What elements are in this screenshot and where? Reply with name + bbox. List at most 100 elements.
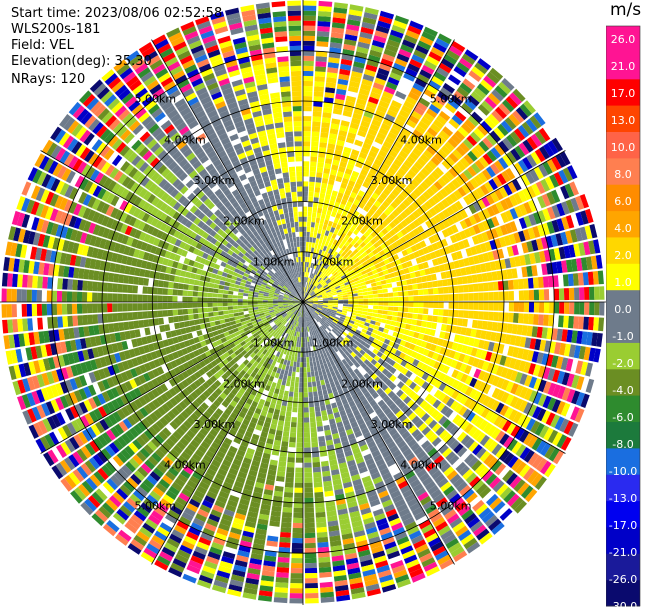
velocity-gate xyxy=(491,110,504,123)
velocity-gate xyxy=(340,274,347,280)
velocity-gate xyxy=(561,372,570,386)
velocity-gate xyxy=(478,156,489,168)
velocity-gate xyxy=(459,209,468,219)
velocity-gate xyxy=(283,426,290,432)
velocity-gate xyxy=(545,235,554,248)
velocity-gate xyxy=(331,190,338,197)
velocity-gate xyxy=(491,364,499,375)
velocity-gate xyxy=(357,292,363,296)
velocity-gate xyxy=(435,191,445,201)
velocity-gate xyxy=(313,391,318,397)
velocity-gate xyxy=(469,377,478,388)
velocity-gate xyxy=(368,275,375,280)
velocity-gate xyxy=(298,397,303,403)
velocity-gate xyxy=(343,269,350,275)
velocity-gate xyxy=(533,112,546,126)
velocity-gate xyxy=(361,314,367,319)
velocity-gate xyxy=(430,123,441,134)
velocity-gate xyxy=(320,405,326,412)
velocity-gate xyxy=(352,307,358,311)
velocity-gate xyxy=(378,127,389,136)
velocity-gate xyxy=(318,441,326,447)
velocity-gate xyxy=(383,158,393,167)
velocity-gate xyxy=(487,251,495,261)
velocity-gate xyxy=(465,266,472,275)
velocity-gate xyxy=(303,65,314,72)
velocity-gate xyxy=(214,320,221,326)
velocity-gate xyxy=(406,119,417,129)
velocity-gate xyxy=(296,442,303,448)
velocity-gate xyxy=(467,284,474,293)
velocity-gate xyxy=(356,46,369,54)
velocity-gate xyxy=(369,245,376,252)
velocity-gate xyxy=(450,359,458,369)
velocity-gate xyxy=(343,205,351,213)
velocity-gate xyxy=(429,329,436,337)
velocity-gate xyxy=(402,199,411,208)
velocity-gate xyxy=(309,166,317,172)
velocity-gate xyxy=(325,270,330,276)
velocity-gate xyxy=(349,320,355,325)
velocity-gate xyxy=(422,282,428,289)
velocity-gate xyxy=(398,296,404,302)
velocity-gate xyxy=(518,302,525,312)
velocity-gate xyxy=(587,271,594,285)
velocity-gate xyxy=(577,272,584,286)
velocity-gate xyxy=(303,191,308,197)
velocity-gate xyxy=(304,512,315,519)
velocity-gate xyxy=(313,96,323,102)
velocity-gate xyxy=(359,31,373,40)
velocity-gate xyxy=(468,70,482,82)
velocity-gate xyxy=(382,175,391,184)
velocity-gate xyxy=(329,47,342,54)
velocity-gate xyxy=(526,185,537,199)
velocity-gate xyxy=(489,67,504,81)
velocity-gate xyxy=(295,377,300,383)
velocity-gate xyxy=(407,137,417,147)
velocity-gate xyxy=(361,78,373,87)
velocity-gate xyxy=(307,299,313,302)
velocity-gate xyxy=(398,202,407,211)
velocity-gate xyxy=(333,300,339,302)
velocity-gate xyxy=(297,422,303,428)
velocity-gate xyxy=(332,308,338,311)
velocity-gate xyxy=(506,246,514,257)
velocity-gate xyxy=(415,353,423,361)
velocity-gate xyxy=(317,16,331,22)
velocity-gate xyxy=(462,239,470,248)
velocity-gate xyxy=(323,235,328,241)
velocity-gate xyxy=(304,452,312,458)
velocity-gate xyxy=(558,288,565,301)
velocity-gate xyxy=(343,253,349,260)
velocity-gate xyxy=(561,201,570,215)
velocity-gate xyxy=(311,126,321,132)
velocity-gate xyxy=(323,299,329,301)
velocity-gate xyxy=(327,304,333,307)
velocity-gate xyxy=(383,338,391,345)
velocity-gate xyxy=(566,389,576,403)
velocity-gate xyxy=(550,189,561,203)
velocity-gate xyxy=(309,401,314,408)
velocity-gate xyxy=(316,41,329,47)
velocity-gate xyxy=(303,151,310,157)
velocity-gate xyxy=(388,104,400,114)
velocity-gate xyxy=(412,359,420,367)
velocity-gate xyxy=(313,287,318,292)
velocity-gate xyxy=(343,299,349,302)
velocity-gate xyxy=(378,15,393,25)
velocity-gate xyxy=(448,152,459,163)
velocity-gate xyxy=(313,106,323,112)
velocity-gate xyxy=(344,234,350,241)
velocity-gate xyxy=(430,184,439,194)
velocity-gate xyxy=(303,292,304,297)
velocity-gate xyxy=(404,341,411,349)
velocity-gate xyxy=(313,302,319,304)
velocity-gate xyxy=(291,558,303,564)
velocity-gate xyxy=(378,149,388,158)
velocity-gate xyxy=(388,192,397,201)
velocity-gate xyxy=(371,119,382,127)
velocity-gate xyxy=(511,268,518,279)
velocity-gate xyxy=(318,5,332,12)
velocity-gate xyxy=(327,67,339,74)
velocity-gate xyxy=(287,452,296,458)
